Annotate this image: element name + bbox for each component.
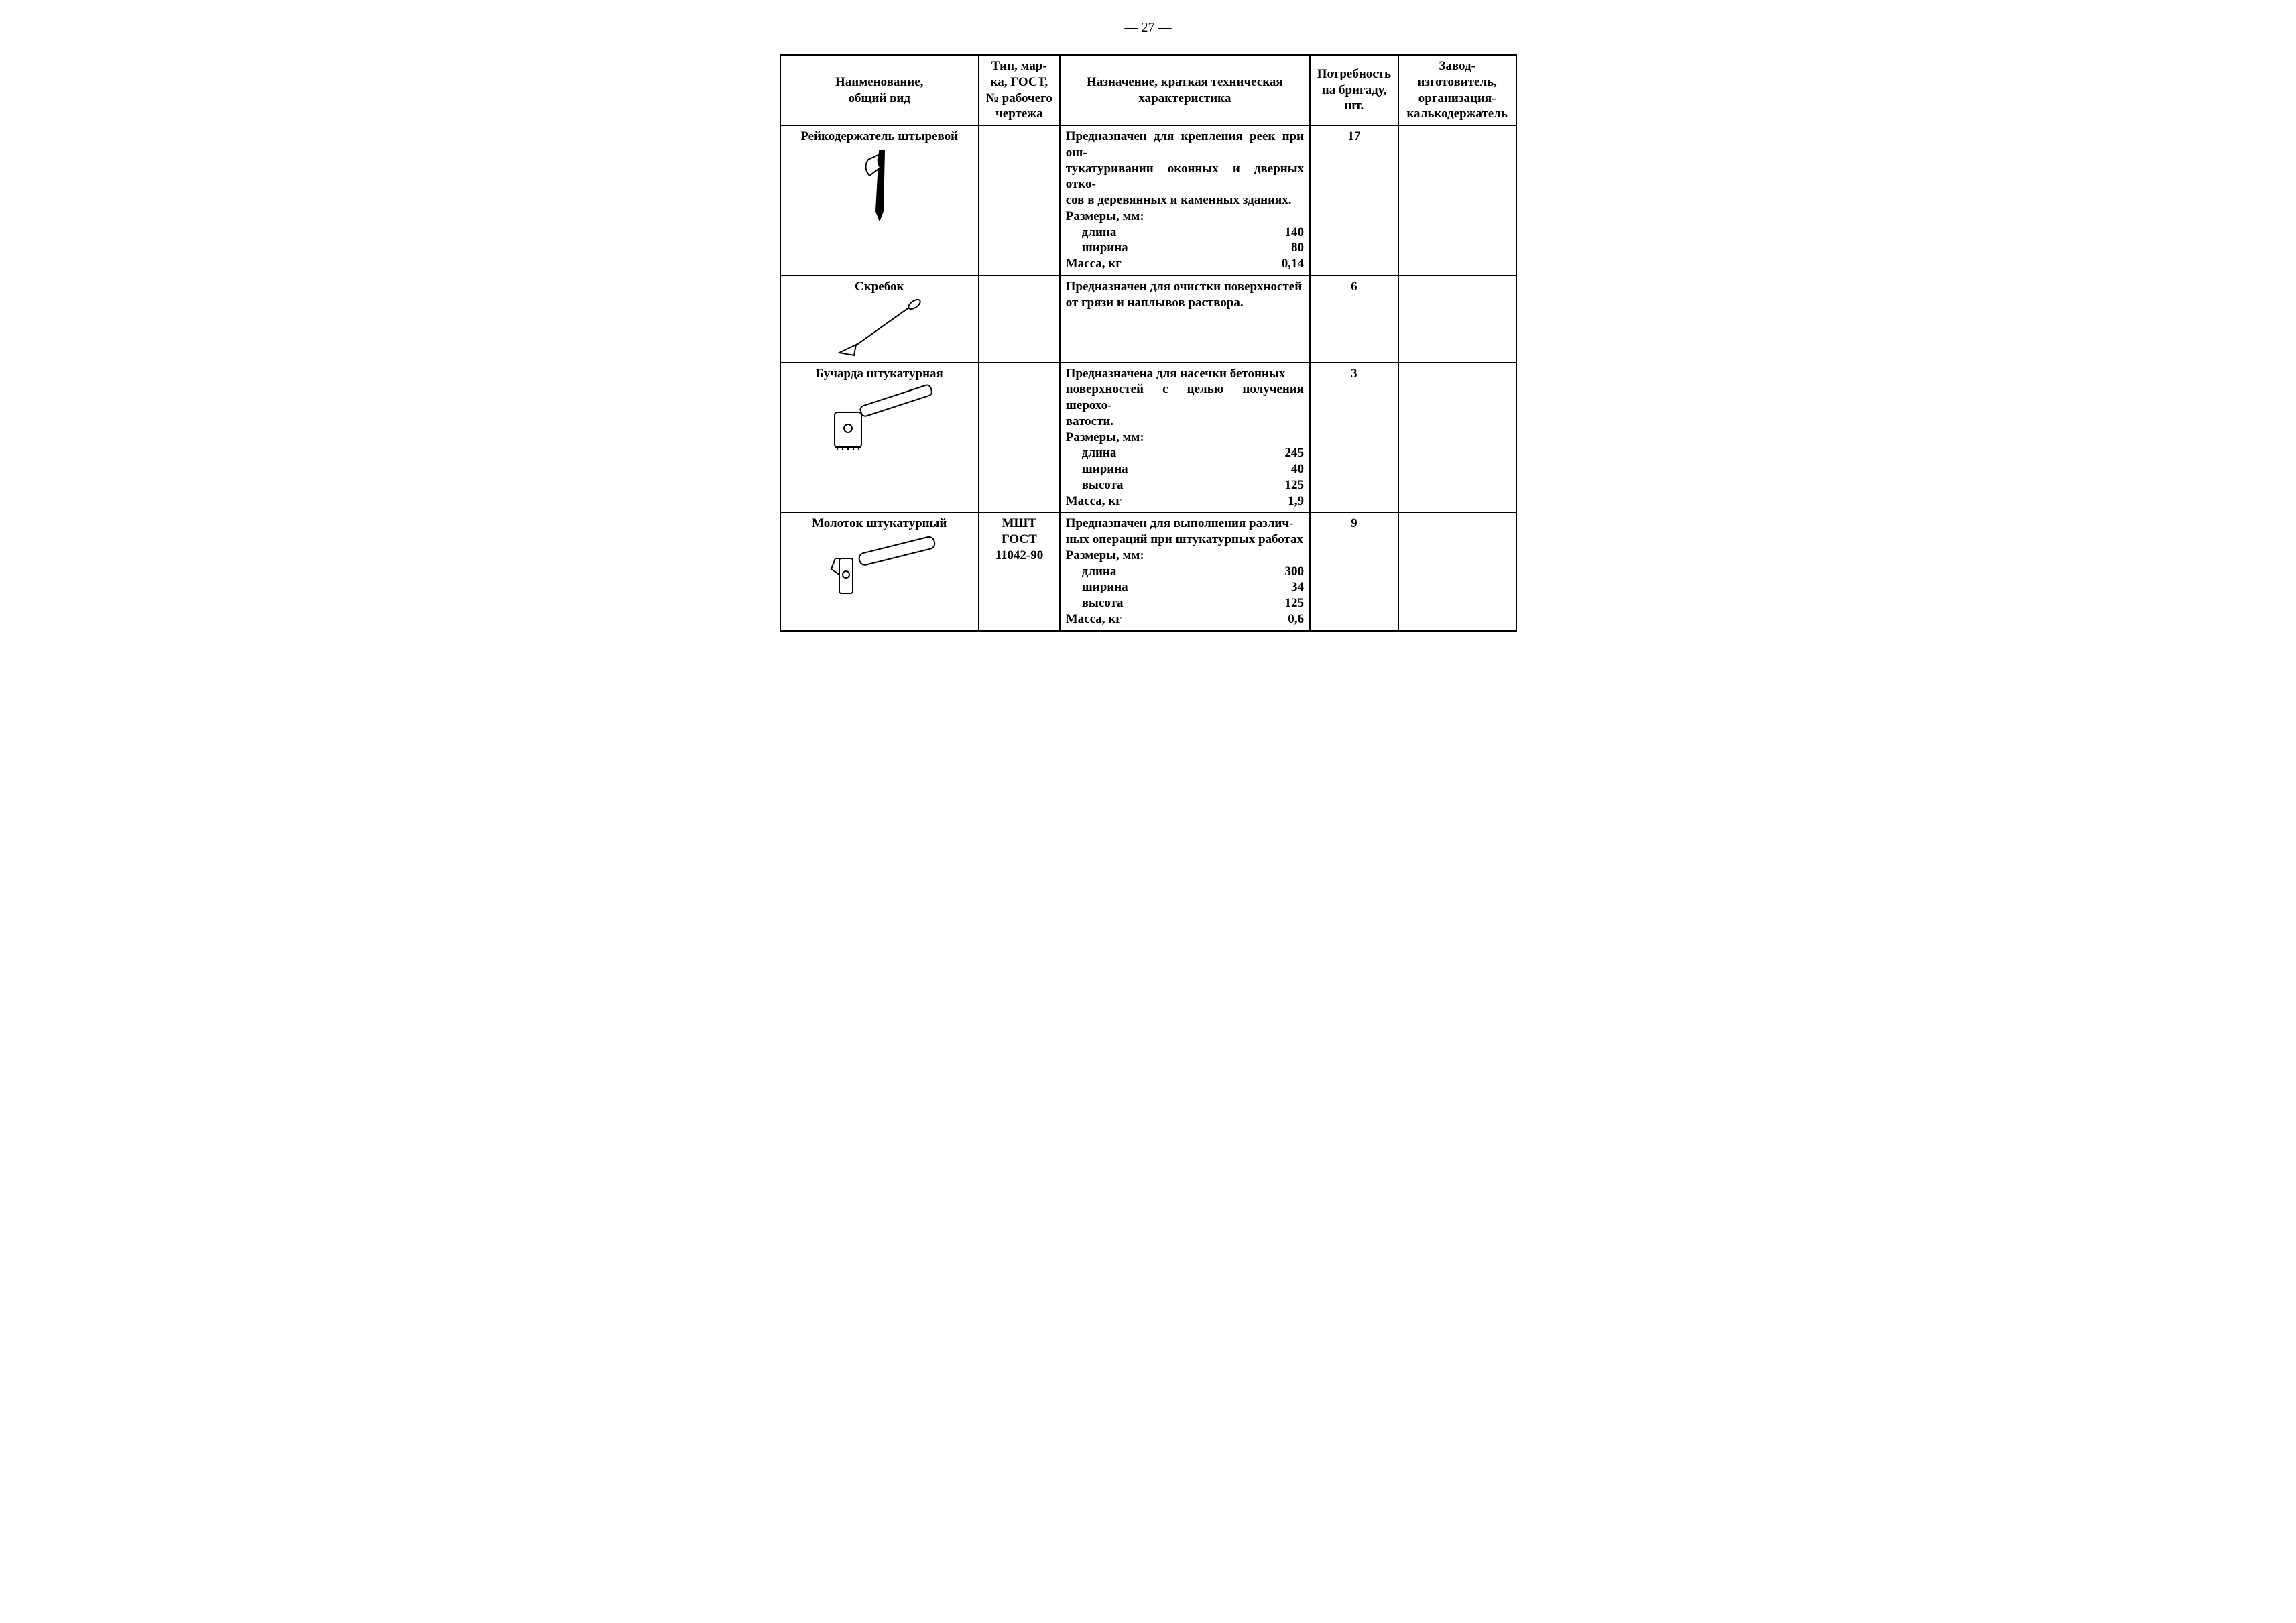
mass-label: Масса, кг [1066,493,1122,509]
spec-label: ширина [1066,461,1128,477]
mass-value: 0,6 [1288,611,1304,627]
desc-intro: Предназначен для крепления реек при ош-т… [1066,129,1304,208]
spec-label: длина [1066,445,1117,461]
tool-title: Молоток штукатурный [786,516,973,532]
spec-row: ширина 40 [1066,461,1304,477]
spec-value: 125 [1285,595,1305,611]
header-desc: Назначение, краткая техническаяхарактери… [1060,55,1310,125]
cell-qty: 17 [1310,125,1398,276]
header-name: Наименование,общий вид [780,55,979,125]
spec-row: Масса, кг 0,14 [1066,256,1304,272]
spec-label: ширина [1066,579,1128,595]
table-row: Скребок Предназначен для очистки поверхн… [780,276,1516,363]
cell-desc: Предназначен для выполнения различ-ных о… [1060,512,1310,630]
bush-hammer-icon [823,384,936,458]
cell-desc: Предназначена для насечки бетонныхповерх… [1060,363,1310,513]
cell-type [979,363,1060,513]
tool-title: Рейкодержатель штыревой [786,129,973,145]
tool-title: Бучарда штукатурная [786,366,973,382]
spec-label: высота [1066,595,1124,611]
cell-name: Молоток штукатурный [780,512,979,630]
desc-intro: Предназначена для насечки бетонныхповерх… [1066,366,1304,430]
spec-row: длина 140 [1066,225,1304,241]
spec-value: 125 [1285,477,1305,493]
header-qty: Потребностьна бригаду,шт. [1310,55,1398,125]
header-maker: Завод-изготовитель,организация-калькодер… [1398,55,1516,125]
spec-row: ширина 34 [1066,579,1304,595]
spec-row: высота 125 [1066,595,1304,611]
cell-maker [1398,512,1516,630]
dims-head: Размеры, мм: [1066,430,1304,446]
spec-label: высота [1066,477,1124,493]
spec-label: длина [1066,225,1117,241]
table-row: Молоток штукатурный МШТГОСТ11042-90 Пред… [780,512,1516,630]
cell-type: МШТГОСТ11042-90 [979,512,1060,630]
cell-name: Бучарда штукатурная [780,363,979,513]
spec-row: длина 245 [1066,445,1304,461]
cell-qty: 9 [1310,512,1398,630]
spec-value: 34 [1291,579,1304,595]
desc-intro: Предназначен для очистки поверхностейот … [1066,279,1304,311]
cell-qty: 6 [1310,276,1398,363]
tool-title: Скребок [786,279,973,295]
mass-value: 0,14 [1282,256,1304,272]
spec-row: Масса, кг 0,6 [1066,611,1304,627]
spec-value: 245 [1285,445,1305,461]
spec-label: длина [1066,564,1117,580]
cell-maker [1398,125,1516,276]
mass-value: 1,9 [1288,493,1304,509]
spec-row: ширина 80 [1066,240,1304,256]
spec-row: длина 300 [1066,564,1304,580]
spec-value: 300 [1285,564,1305,580]
cell-desc: Предназначен для очистки поверхностейот … [1060,276,1310,363]
desc-intro: Предназначен для выполнения различ-ных о… [1066,516,1304,548]
table-row: Рейкодержатель штыревой Предназначен для… [780,125,1516,276]
cell-type [979,125,1060,276]
scraper-icon [833,298,926,358]
table-row: Бучарда штукатурная [780,363,1516,513]
tools-table: Наименование,общий вид Тип, мар-ка, ГОСТ… [780,54,1517,632]
mass-label: Масса, кг [1066,611,1122,627]
spec-row: высота 125 [1066,477,1304,493]
spec-value: 140 [1285,225,1305,241]
mass-label: Масса, кг [1066,256,1122,272]
hammer-icon [819,534,940,601]
cell-name: Рейкодержатель штыревой [780,125,979,276]
cell-desc: Предназначен для крепления реек при ош-т… [1060,125,1310,276]
pin-holder-icon [849,147,910,221]
cell-maker [1398,363,1516,513]
table-header-row: Наименование,общий вид Тип, мар-ка, ГОСТ… [780,55,1516,125]
document-page: — 27 — Наименование,общий вид Тип, мар-к… [753,0,1544,672]
cell-qty: 3 [1310,363,1398,513]
spec-label: ширина [1066,240,1128,256]
cell-maker [1398,276,1516,363]
dims-head: Размеры, мм: [1066,548,1304,564]
page-number: — 27 — [780,20,1517,36]
spec-value: 40 [1291,461,1304,477]
header-type: Тип, мар-ка, ГОСТ,№ рабочегочертежа [979,55,1060,125]
cell-type [979,276,1060,363]
dims-head: Размеры, мм: [1066,208,1304,225]
spec-value: 80 [1291,240,1304,256]
spec-row: Масса, кг 1,9 [1066,493,1304,509]
cell-name: Скребок [780,276,979,363]
